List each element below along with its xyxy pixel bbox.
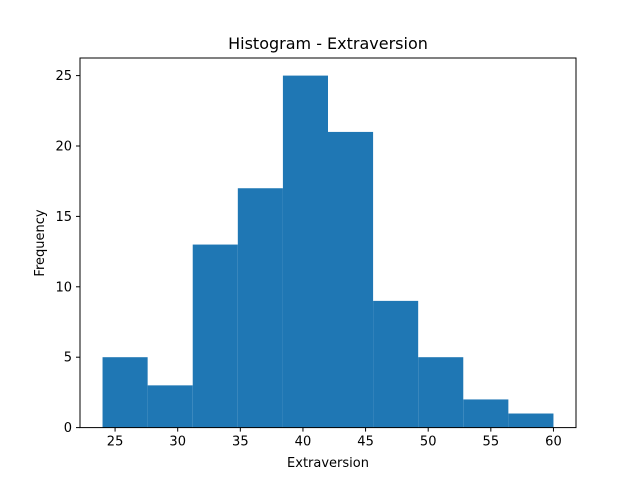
y-tick-label: 25 bbox=[55, 69, 72, 84]
x-tick-label: 45 bbox=[357, 435, 374, 450]
chart-title: Histogram - Extraversion bbox=[228, 34, 428, 53]
histogram-bar bbox=[373, 300, 419, 428]
x-tick-label: 50 bbox=[420, 435, 437, 450]
histogram-bar bbox=[102, 357, 148, 428]
x-axis-ticks: 25 30 35 40 45 50 55 60 bbox=[107, 427, 562, 450]
x-tick-label: 30 bbox=[169, 435, 186, 450]
y-tick-label: 20 bbox=[55, 140, 72, 155]
y-tick-label: 10 bbox=[55, 280, 72, 295]
y-tick-label: 15 bbox=[55, 210, 72, 225]
histogram-bar bbox=[192, 244, 238, 428]
histogram-bar bbox=[282, 75, 328, 428]
histogram-bar bbox=[418, 357, 464, 428]
x-tick-label: 40 bbox=[295, 435, 312, 450]
plot-frame bbox=[79, 57, 577, 429]
histogram-bar bbox=[328, 131, 374, 428]
x-tick-label: 55 bbox=[483, 435, 500, 450]
y-tick-label: 0 bbox=[64, 421, 72, 436]
y-tick-label: 5 bbox=[64, 351, 72, 366]
x-tick-label: 60 bbox=[545, 435, 562, 450]
histogram-bar bbox=[147, 385, 193, 428]
y-axis-label: Frequency bbox=[33, 209, 48, 276]
y-axis-ticks: 0 5 10 15 20 25 bbox=[55, 69, 80, 436]
histogram-bar bbox=[463, 399, 509, 428]
x-axis-label: Extraversion bbox=[287, 456, 369, 471]
x-tick-label: 35 bbox=[232, 435, 249, 450]
histogram-bar bbox=[237, 188, 283, 428]
x-tick-label: 25 bbox=[107, 435, 124, 450]
histogram-bars bbox=[102, 75, 554, 428]
histogram-bar bbox=[508, 413, 554, 428]
